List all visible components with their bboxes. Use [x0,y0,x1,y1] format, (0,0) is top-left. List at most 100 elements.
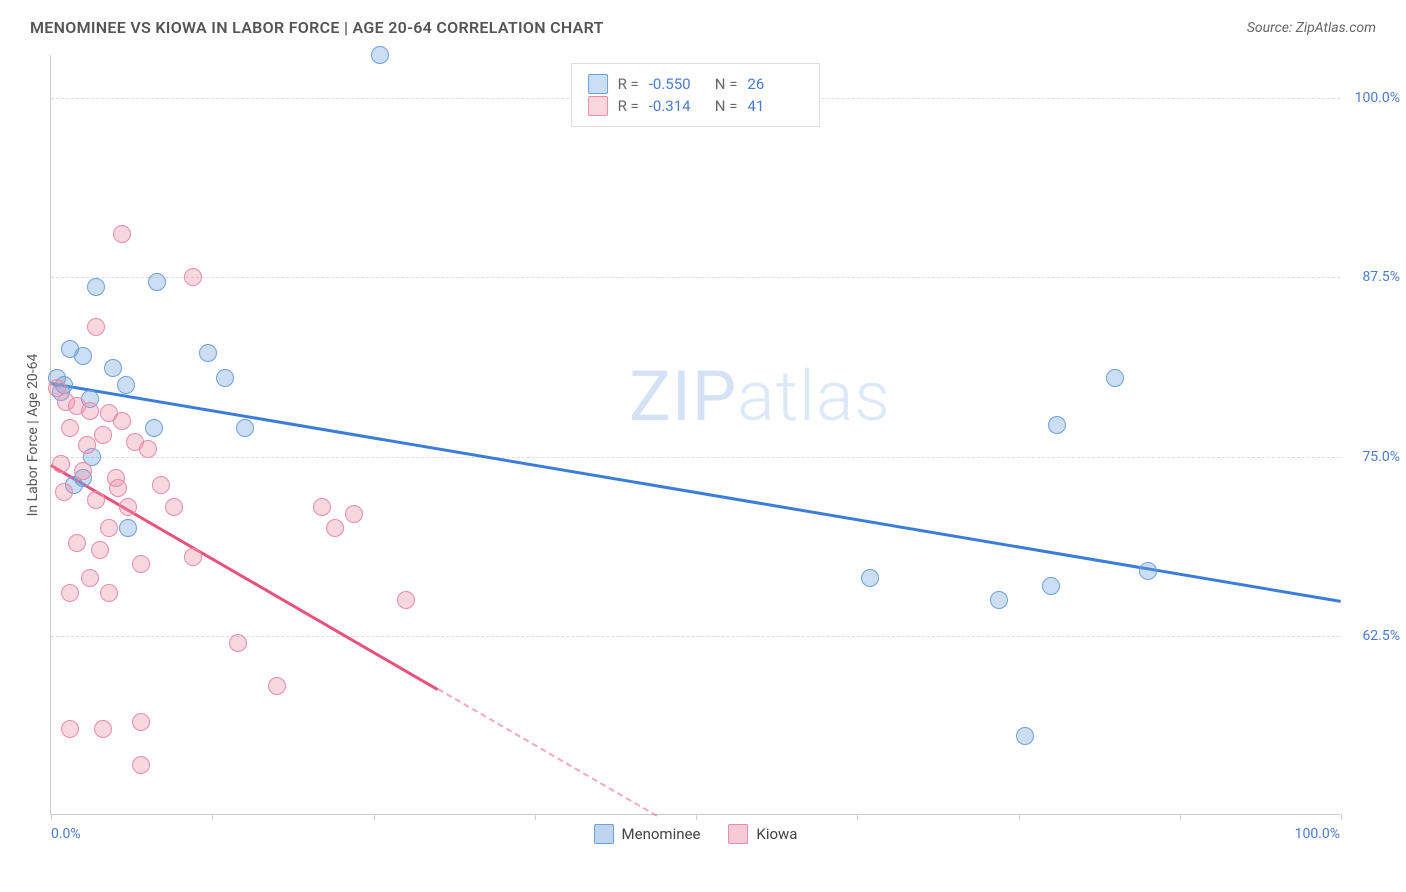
data-point [81,569,99,587]
data-point [326,519,344,537]
data-point [61,584,79,602]
data-point [861,569,879,587]
trendline-extrapolated [437,688,657,817]
data-point [87,318,105,336]
y-tick-label: 87.5% [1362,269,1400,285]
y-tick-label: 62.5% [1362,628,1400,644]
x-tick [535,814,536,820]
data-point [229,634,247,652]
legend-swatch [588,96,608,116]
r-label: R = [618,97,639,115]
data-point [371,46,389,64]
data-point [139,440,157,458]
data-point [132,756,150,774]
data-point [74,462,92,480]
r-value: -0.314 [649,97,705,115]
correlation-legend: R = -0.550 N = 26 R = -0.314 N = 41 [571,63,821,127]
data-point [184,268,202,286]
data-point [145,419,163,437]
trendline [50,464,438,690]
y-tick-label: 75.0% [1362,449,1400,465]
data-point [48,379,66,397]
data-point [184,548,202,566]
data-point [100,584,118,602]
gridline [51,457,1340,458]
data-point [100,519,118,537]
n-label: N = [715,75,738,93]
x-axis-max-label: 100.0% [1295,826,1340,842]
scatter-chart: In Labor Force | Age 20-64 ZIPatlas R =-… [50,55,1340,815]
x-tick [1341,814,1342,820]
x-tick [1019,814,1020,820]
x-tick [696,814,697,820]
data-point [132,555,150,573]
data-point [216,369,234,387]
data-point [104,359,122,377]
data-point [268,677,286,695]
data-point [87,278,105,296]
data-point [1016,727,1034,745]
y-axis-title: In Labor Force | Age 20-64 [25,353,41,516]
series-legend: Menominee Kiowa [594,824,798,844]
data-point [78,436,96,454]
x-tick [1180,814,1181,820]
data-point [397,591,415,609]
chart-header: MENOMINEE VS KIOWA IN LABOR FORCE | AGE … [0,0,1406,47]
data-point [1106,369,1124,387]
data-point [1139,562,1157,580]
data-point [87,491,105,509]
data-point [117,376,135,394]
x-tick [212,814,213,820]
n-value: 41 [747,97,803,115]
data-point [109,479,127,497]
gridline [51,277,1340,278]
watermark-thin: atlas [737,356,891,438]
data-point [165,498,183,516]
legend-row: R = -0.314 N = 41 [588,96,804,116]
x-tick [51,814,52,820]
data-point [990,591,1008,609]
data-point [148,273,166,291]
data-point [81,402,99,420]
data-point [152,476,170,494]
legend-label: Menominee [622,825,701,843]
legend-label: Kiowa [756,825,797,843]
r-label: R = [618,75,639,93]
legend-item: Menominee [594,824,701,844]
data-point [132,713,150,731]
legend-item: Kiowa [728,824,797,844]
data-point [61,419,79,437]
x-tick [857,814,858,820]
data-point [199,344,217,362]
watermark: ZIPatlas [629,356,891,438]
r-value: -0.550 [649,75,705,93]
legend-swatch [728,824,748,844]
source-attribution: Source: ZipAtlas.com [1247,20,1376,36]
data-point [119,519,137,537]
legend-swatch [594,824,614,844]
data-point [94,720,112,738]
x-axis-min-label: 0.0% [51,826,81,842]
data-point [313,498,331,516]
n-value: 26 [747,75,803,93]
chart-title: MENOMINEE VS KIOWA IN LABOR FORCE | AGE … [30,18,604,37]
legend-row: R = -0.550 N = 26 [588,74,804,94]
data-point [236,419,254,437]
legend-swatch [588,74,608,94]
data-point [345,505,363,523]
y-tick-label: 100.0% [1355,90,1400,106]
data-point [1042,577,1060,595]
data-point [74,347,92,365]
data-point [61,720,79,738]
data-point [1048,416,1066,434]
n-label: N = [715,97,738,115]
watermark-bold: ZIP [629,356,737,438]
data-point [94,426,112,444]
data-point [91,541,109,559]
data-point [55,483,73,501]
data-point [113,225,131,243]
data-point [68,534,86,552]
data-point [113,412,131,430]
data-point [52,455,70,473]
x-tick [374,814,375,820]
